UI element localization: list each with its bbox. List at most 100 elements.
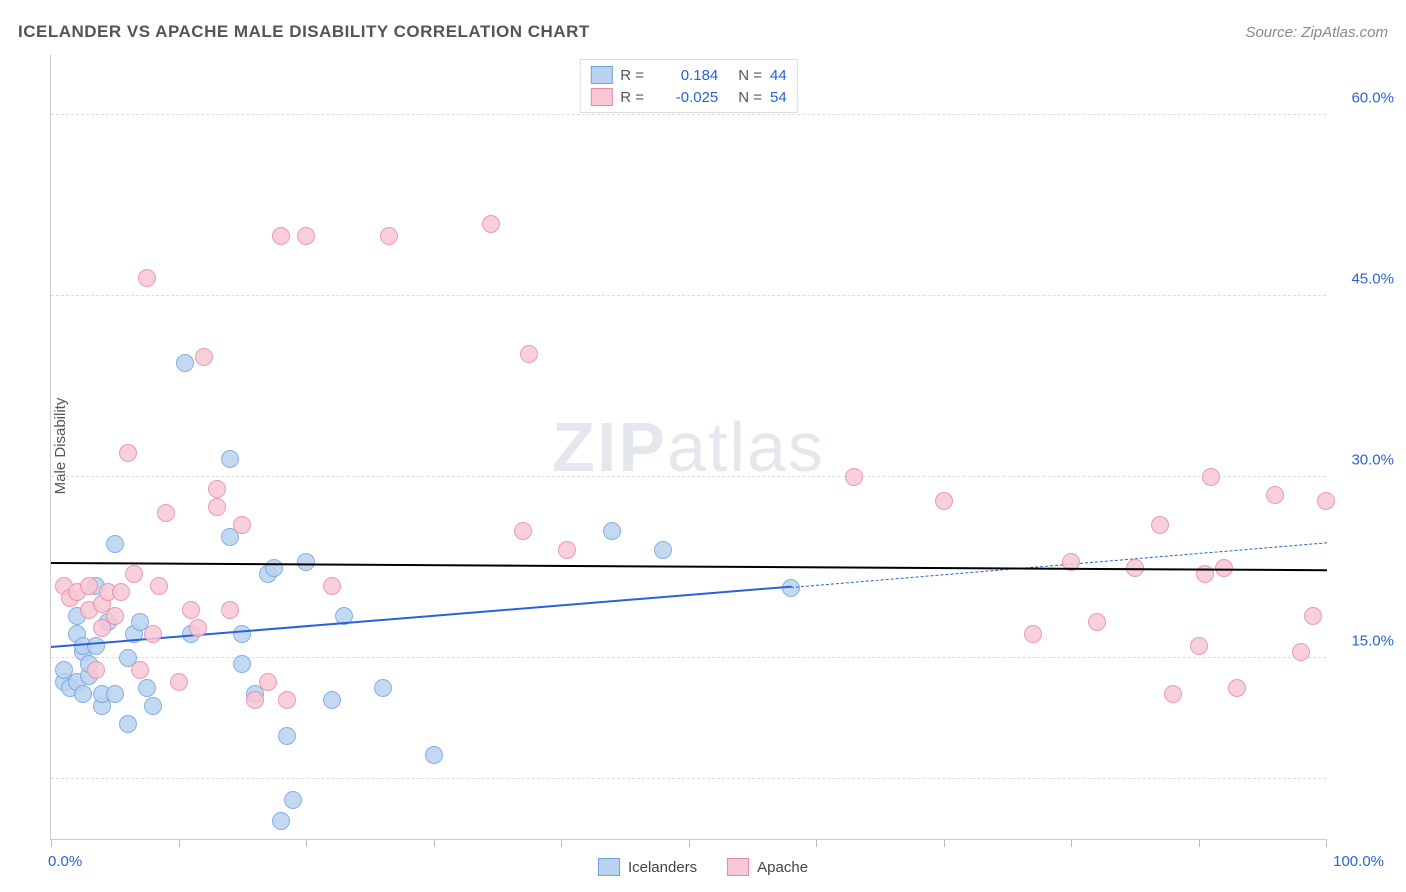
data-point [87,661,105,679]
x-axis-min-label: 0.0% [48,853,82,870]
legend-series-name: Icelanders [628,859,697,876]
data-point [221,601,239,619]
data-point [221,450,239,468]
legend-swatch [590,66,612,84]
data-point [144,697,162,715]
data-point [1088,613,1106,631]
legend-swatch [598,858,620,876]
x-tick [179,839,180,847]
data-point [182,601,200,619]
legend-n-value: 44 [770,67,787,84]
data-point [845,468,863,486]
legend-r-value: 0.184 [658,67,718,84]
legend-r-value: -0.025 [658,89,718,106]
data-point [80,577,98,595]
data-point [131,661,149,679]
data-point [233,655,251,673]
y-tick-label: 15.0% [1351,633,1394,650]
data-point [150,577,168,595]
data-point [284,791,302,809]
x-tick [1071,839,1072,847]
data-point [106,607,124,625]
legend-stats-row: R = -0.025 N = 54 [590,86,786,108]
data-point [233,516,251,534]
data-point [233,625,251,643]
y-tick-label: 30.0% [1351,452,1394,469]
data-point [1304,607,1322,625]
legend-swatch [727,858,749,876]
data-point [112,583,130,601]
legend-series-name: Apache [757,859,808,876]
data-point [1196,565,1214,583]
plot-area: ZIPatlas R =0.184N = 44R =-0.025N = 54 1… [50,55,1326,840]
data-point [603,522,621,540]
gridline [51,295,1326,296]
chart-title: ICELANDER VS APACHE MALE DISABILITY CORR… [18,22,590,42]
x-tick [1326,839,1327,847]
data-point [374,679,392,697]
data-point [87,637,105,655]
legend-n-label: N = [738,89,762,106]
data-point [935,492,953,510]
data-point [425,746,443,764]
data-point [138,679,156,697]
legend-swatch [590,88,612,106]
data-point [297,553,315,571]
data-point [323,577,341,595]
x-tick [434,839,435,847]
data-point [1292,643,1310,661]
data-point [106,685,124,703]
legend-item: Icelanders [598,858,697,876]
x-tick [1199,839,1200,847]
data-point [119,715,137,733]
legend-item: Apache [727,858,808,876]
data-point [119,444,137,462]
legend-bottom: Icelanders Apache [598,858,808,876]
source-text: Source: ZipAtlas.com [1245,24,1388,41]
data-point [265,559,283,577]
legend-n-label: N = [738,67,762,84]
data-point [195,348,213,366]
legend-stats-row: R = 0.184 N = 44 [590,64,786,86]
data-point [1228,679,1246,697]
data-point [520,345,538,363]
data-point [1024,625,1042,643]
data-point [482,215,500,233]
data-point [259,673,277,691]
data-point [208,498,226,516]
data-point [278,727,296,745]
data-point [1190,637,1208,655]
data-point [380,227,398,245]
trend-line-extrapolated [791,542,1327,588]
data-point [1202,468,1220,486]
data-point [157,504,175,522]
data-point [189,619,207,637]
x-axis-max-label: 100.0% [1333,853,1384,870]
data-point [74,685,92,703]
legend-r-label: R = [620,89,650,106]
data-point [323,691,341,709]
x-tick [816,839,817,847]
legend-r-label: R = [620,67,650,84]
legend-n-value: 54 [770,89,787,106]
data-point [558,541,576,559]
data-point [297,227,315,245]
watermark: ZIPatlas [552,407,825,487]
gridline [51,476,1326,477]
data-point [176,354,194,372]
gridline [51,114,1326,115]
data-point [1317,492,1335,510]
y-tick-label: 45.0% [1351,271,1394,288]
y-tick-label: 60.0% [1351,90,1394,107]
data-point [170,673,188,691]
data-point [1151,516,1169,534]
data-point [208,480,226,498]
legend-stats-box: R = 0.184 N = 44 R = -0.025 N = 54 [579,59,797,113]
data-point [272,227,290,245]
data-point [1215,559,1233,577]
gridline [51,778,1326,779]
data-point [272,812,290,830]
data-point [144,625,162,643]
data-point [138,269,156,287]
x-tick [306,839,307,847]
